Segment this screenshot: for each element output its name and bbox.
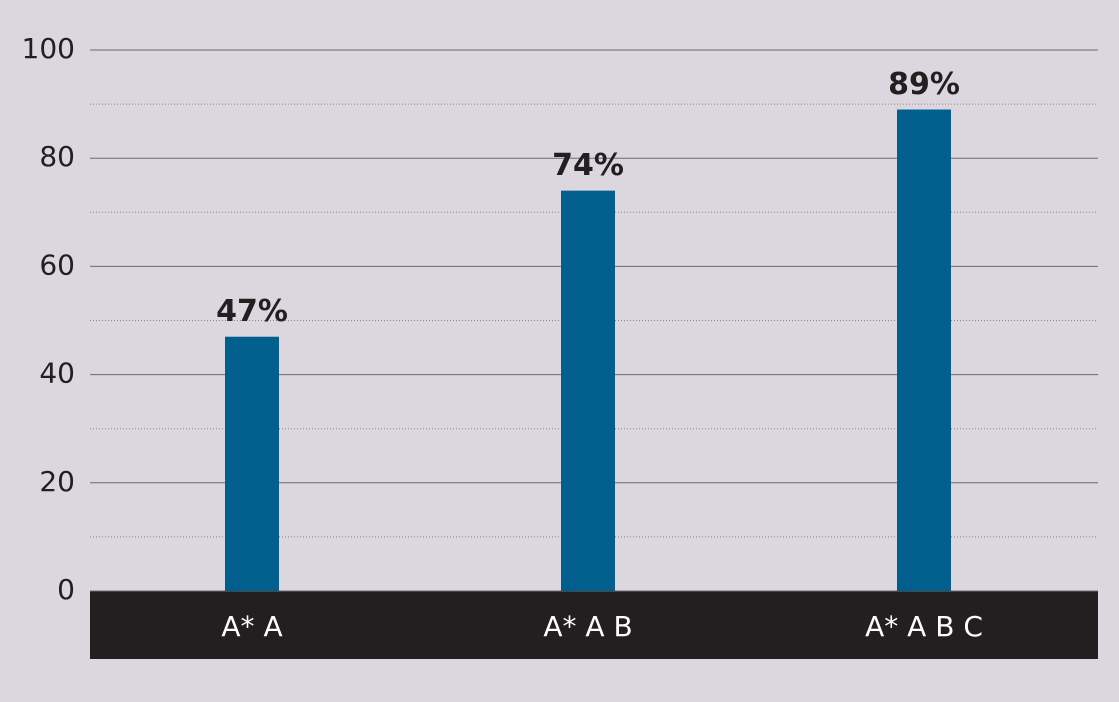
- y-tick-label: 80: [39, 140, 75, 173]
- y-tick-label: 20: [39, 465, 75, 498]
- y-tick-label: 60: [39, 248, 75, 281]
- y-tick-label: 40: [39, 357, 75, 390]
- value-label: 74%: [552, 148, 624, 183]
- bar: [897, 109, 951, 591]
- value-label: 47%: [216, 294, 288, 329]
- x-tick-label: A* A B C: [865, 610, 983, 643]
- y-tick-label: 100: [22, 32, 75, 65]
- y-tick-label: 0: [57, 573, 75, 606]
- x-tick-label: A* A: [221, 610, 282, 643]
- bar: [225, 336, 279, 591]
- bar: [561, 190, 615, 591]
- x-tick-label: A* A B: [543, 610, 632, 643]
- category-band: [90, 591, 1098, 659]
- value-label: 89%: [888, 67, 960, 102]
